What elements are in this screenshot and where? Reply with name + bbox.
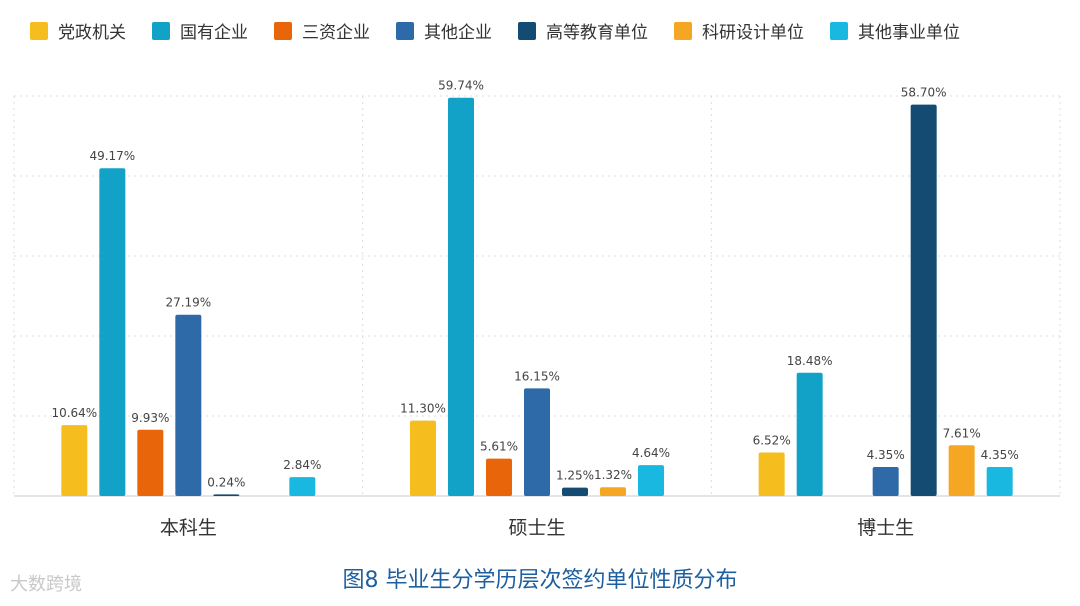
data-label: 16.15%: [514, 369, 560, 383]
data-label: 9.93%: [131, 411, 169, 425]
bar: [600, 487, 626, 496]
data-label: 10.64%: [51, 406, 97, 420]
data-label: 11.30%: [400, 402, 446, 416]
bar-chart: 10.64% 49.17% 9.93% 27.19% 0.24% 2.84% 本科生 11.3…: [13, 79, 1061, 539]
legend-swatch: [674, 21, 692, 40]
legend-swatch: [30, 21, 48, 40]
bar: [486, 458, 512, 496]
bar: [948, 445, 975, 496]
legend-label: 科研设计单位: [702, 23, 804, 43]
legend-item: 高等教育单位: [518, 18, 648, 43]
x-tick-label: 博士生: [857, 517, 914, 539]
data-label: 58.70%: [901, 86, 947, 100]
data-label: 5.61%: [480, 440, 518, 454]
bar: [872, 467, 899, 496]
data-label: 27.19%: [165, 296, 211, 310]
bar: [410, 420, 436, 496]
chart-caption: 图8 毕业生分学历层次签约单位性质分布: [342, 568, 738, 593]
legend-swatch: [274, 21, 292, 40]
bar: [524, 388, 550, 496]
legend-label: 党政机关: [58, 23, 126, 43]
data-label: 1.32%: [594, 468, 632, 482]
data-label: 1.25%: [556, 469, 594, 483]
data-label: 6.52%: [753, 434, 791, 448]
legend: 党政机关 国有企业 三资企业 其他企业 高等教育单位 科研设计单位 其他事业单位: [30, 18, 986, 43]
legend-label: 高等教育单位: [546, 23, 648, 43]
legend-item: 党政机关: [30, 18, 126, 43]
legend-item: 其他事业单位: [830, 18, 960, 43]
bar: [213, 494, 240, 496]
data-label: 18.48%: [787, 354, 833, 368]
legend-label: 其他企业: [424, 23, 492, 43]
bar: [448, 97, 474, 496]
data-label: 0.24%: [207, 475, 245, 489]
legend-item: 三资企业: [274, 18, 370, 43]
bar: [986, 467, 1013, 496]
bar: [61, 425, 88, 496]
legend-swatch: [152, 21, 170, 40]
x-tick-label: 硕士生: [508, 517, 565, 539]
bar: [99, 168, 126, 496]
bar: [137, 429, 164, 496]
data-label: 4.35%: [981, 448, 1019, 462]
data-label: 2.84%: [283, 458, 321, 472]
legend-label: 其他事业单位: [858, 23, 960, 43]
data-label: 59.74%: [438, 79, 484, 93]
legend-swatch: [518, 21, 536, 40]
bar: [910, 104, 937, 497]
data-label: 4.35%: [867, 448, 905, 462]
legend-swatch: [396, 21, 414, 40]
data-label: 7.61%: [943, 426, 981, 440]
bar: [638, 465, 664, 496]
legend-item: 科研设计单位: [674, 18, 804, 43]
watermark-text: 大数跨境: [10, 574, 82, 595]
bar: [796, 372, 823, 496]
data-label: 49.17%: [89, 149, 135, 163]
bar: [758, 452, 785, 496]
data-label: 4.64%: [632, 446, 670, 460]
legend-label: 国有企业: [180, 23, 248, 43]
legend-item: 其他企业: [396, 18, 492, 43]
bar: [289, 477, 316, 496]
bar: [175, 314, 202, 496]
legend-item: 国有企业: [152, 18, 248, 43]
legend-label: 三资企业: [302, 23, 370, 43]
bar: [562, 487, 588, 496]
x-tick-label: 本科生: [160, 517, 217, 539]
legend-swatch: [830, 21, 848, 40]
